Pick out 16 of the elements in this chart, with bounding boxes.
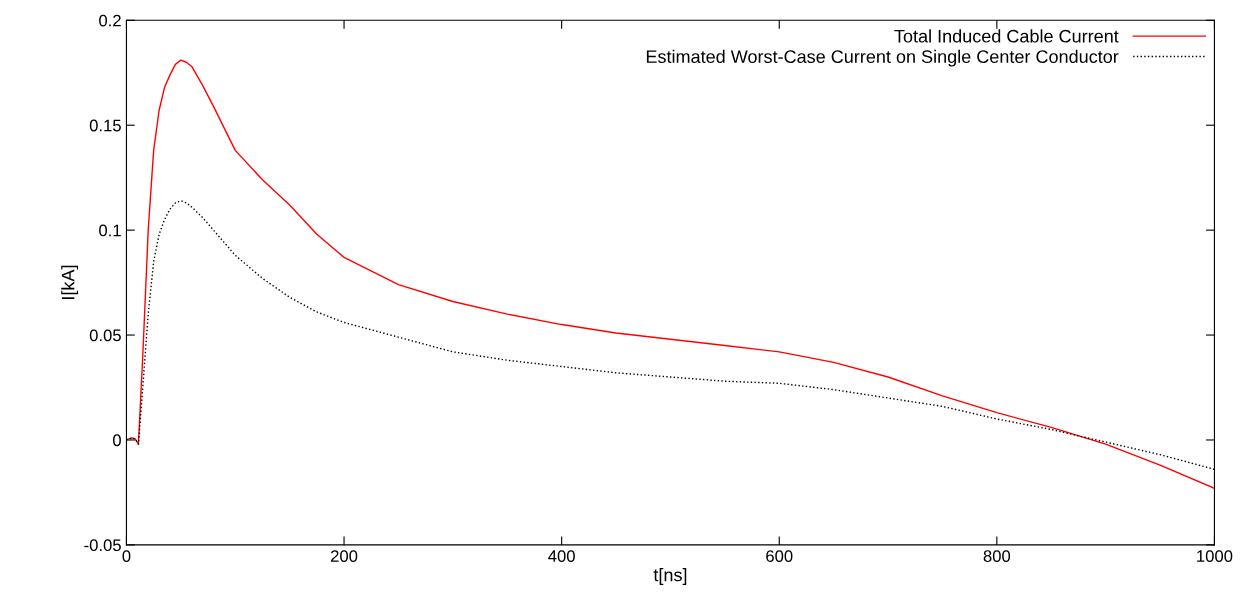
y-tick-label: 0.1 [99,224,121,237]
y-tick-label: 0.2 [99,14,121,27]
y-tick-label: 0 [112,434,121,447]
x-tick-label: 800 [983,550,1011,562]
legend-label: Total Induced Cable Current [894,29,1119,43]
y-axis-title: I[kA] [61,265,79,299]
x-tick-label: 1000 [1197,550,1233,562]
x-tick-label: 400 [548,550,575,562]
y-tick-label: 0.05 [89,329,121,342]
x-tick-label: 200 [330,550,358,562]
x-tick-label: 0 [122,550,131,562]
y-tick-label: 0.15 [89,119,121,132]
y-tick-label: -0.05 [84,539,121,552]
legend-label: Estimated Worst-Case Current on Single Center Conductor [646,49,1119,67]
x-axis-title: t[ns] [653,568,687,585]
x-tick-label: 600 [766,550,793,562]
